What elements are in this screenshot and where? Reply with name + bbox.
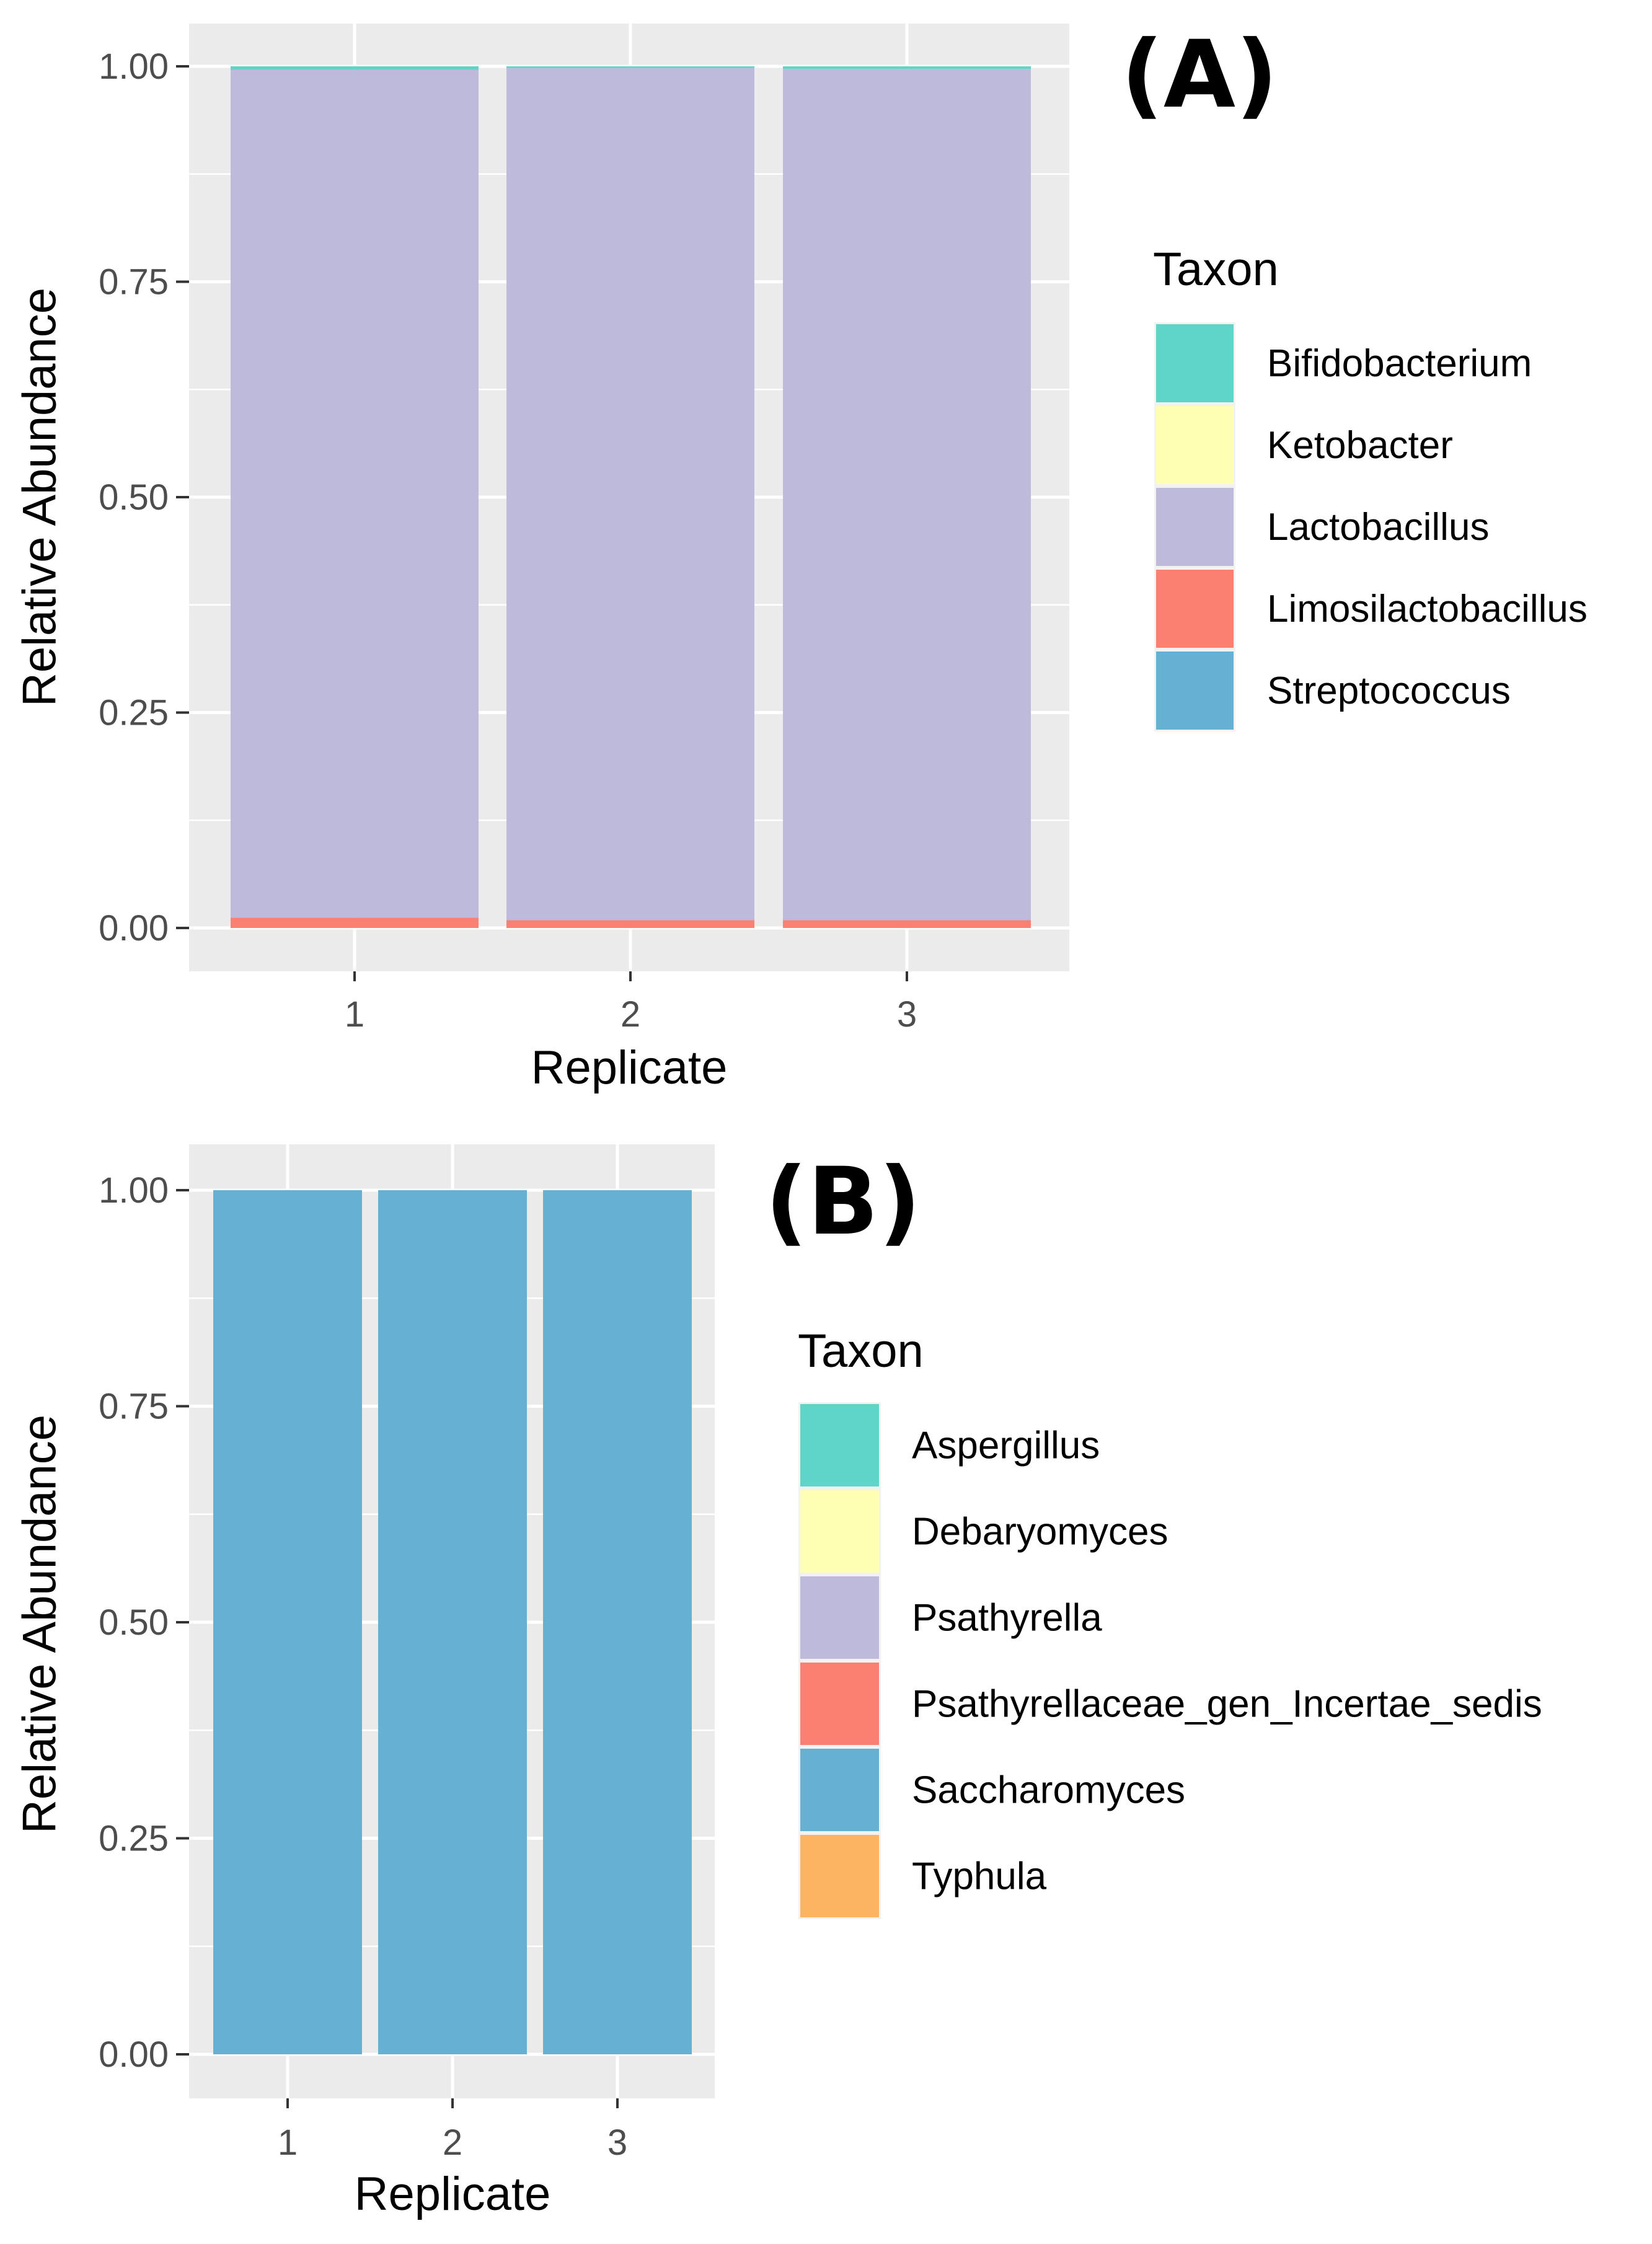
- bar-segment-lactobacillus-replicate-1: [231, 69, 479, 918]
- legend-label: Debaryomyces: [912, 1511, 1168, 1553]
- bar-segment-bifidobacterium-replicate-1: [231, 66, 479, 70]
- legend-label: Ketobacter: [1267, 424, 1453, 467]
- x-tick-label: 2: [443, 2123, 462, 2163]
- legend-label: Saccharomyces: [912, 1769, 1185, 1812]
- x-axis-title: Replicate: [531, 1041, 728, 1094]
- y-axis-title: Relative Abundance: [14, 288, 66, 707]
- chart-panel-a: 0.00 0.25 0.50 0.75 1.00 1 2 3 Replicate Relative…: [14, 21, 1588, 1094]
- legend-swatch: [1156, 570, 1234, 648]
- legend-swatch: [800, 1835, 879, 1917]
- y-tick-label: 0.00: [99, 2034, 169, 2075]
- x-tick-label: 2: [621, 994, 640, 1035]
- legend: Taxon Aspergillus Debaryomyces Psathyrella P…: [798, 1325, 1542, 1919]
- legend-swatch: [800, 1404, 879, 1486]
- x-tick-label: 1: [345, 994, 364, 1035]
- legend-label: Aspergillus: [912, 1425, 1100, 1467]
- legend-swatch: [1156, 406, 1234, 484]
- panel-label: (A): [1121, 21, 1278, 129]
- legend-label: Psathyrella: [912, 1597, 1102, 1640]
- x-tick-label: 1: [278, 2123, 298, 2163]
- y-tick-label: 0.25: [99, 693, 169, 733]
- legend-swatch: [1156, 488, 1234, 566]
- legend-swatch: [800, 1576, 879, 1659]
- y-tick-label: 0.00: [99, 908, 169, 948]
- bar-segment-bifidobacterium-replicate-2: [506, 66, 754, 68]
- bar-segment-limosilactobacillus-replicate-3: [783, 920, 1031, 928]
- legend-swatch: [800, 1749, 879, 1831]
- y-axis-title: Relative Abundance: [14, 1415, 66, 1834]
- y-tick-label: 1.00: [99, 1170, 169, 1211]
- legend-label: Streptococcus: [1267, 669, 1511, 712]
- bar-segment-saccharomyces-replicate-3: [543, 1190, 692, 2054]
- legend-label: Typhula: [912, 1855, 1047, 1898]
- legend-swatch: [1156, 324, 1234, 402]
- y-tick-label: 0.50: [99, 1602, 169, 1643]
- legend-title: Taxon: [1153, 243, 1279, 296]
- bar-segment-limosilactobacillus-replicate-2: [506, 920, 754, 928]
- bar-segment-bifidobacterium-replicate-3: [783, 66, 1031, 69]
- legend-swatch: [800, 1663, 879, 1745]
- legend-swatch: [800, 1490, 879, 1573]
- x-tick-label: 3: [607, 2123, 627, 2163]
- legend: Taxon Bifidobacterium Ketobacter Lactobacil…: [1153, 243, 1588, 731]
- legend-label: Bifidobacterium: [1267, 342, 1532, 385]
- bar-segment-saccharomyces-replicate-1: [213, 1190, 362, 2054]
- legend-label: Limosilactobacillus: [1267, 588, 1588, 630]
- y-tick-label: 0.75: [99, 262, 169, 303]
- bar-segment-limosilactobacillus-replicate-1: [231, 917, 479, 928]
- y-tick-label: 0.75: [99, 1387, 169, 1427]
- y-tick-label: 0.25: [99, 1819, 169, 1859]
- legend-label: Lactobacillus: [1267, 506, 1489, 549]
- chart-panel-b: 0.00 0.25 0.50 0.75 1.00 1 2 3 Replicate Relative…: [14, 1144, 1542, 2220]
- y-tick-label: 1.00: [99, 46, 169, 87]
- y-tick-label: 0.50: [99, 477, 169, 518]
- legend-label: Psathyrellaceae_gen_Incertae_sedis: [912, 1683, 1542, 1726]
- x-axis-title: Replicate: [355, 2168, 551, 2220]
- legend-title: Taxon: [798, 1325, 924, 1377]
- bar-segment-saccharomyces-replicate-2: [378, 1190, 527, 2054]
- legend-swatch: [1156, 652, 1234, 730]
- x-tick-label: 3: [897, 994, 917, 1035]
- panel-label: (B): [765, 1148, 921, 1256]
- bar-segment-lactobacillus-replicate-3: [783, 69, 1031, 921]
- bar-segment-lactobacillus-replicate-2: [506, 68, 754, 921]
